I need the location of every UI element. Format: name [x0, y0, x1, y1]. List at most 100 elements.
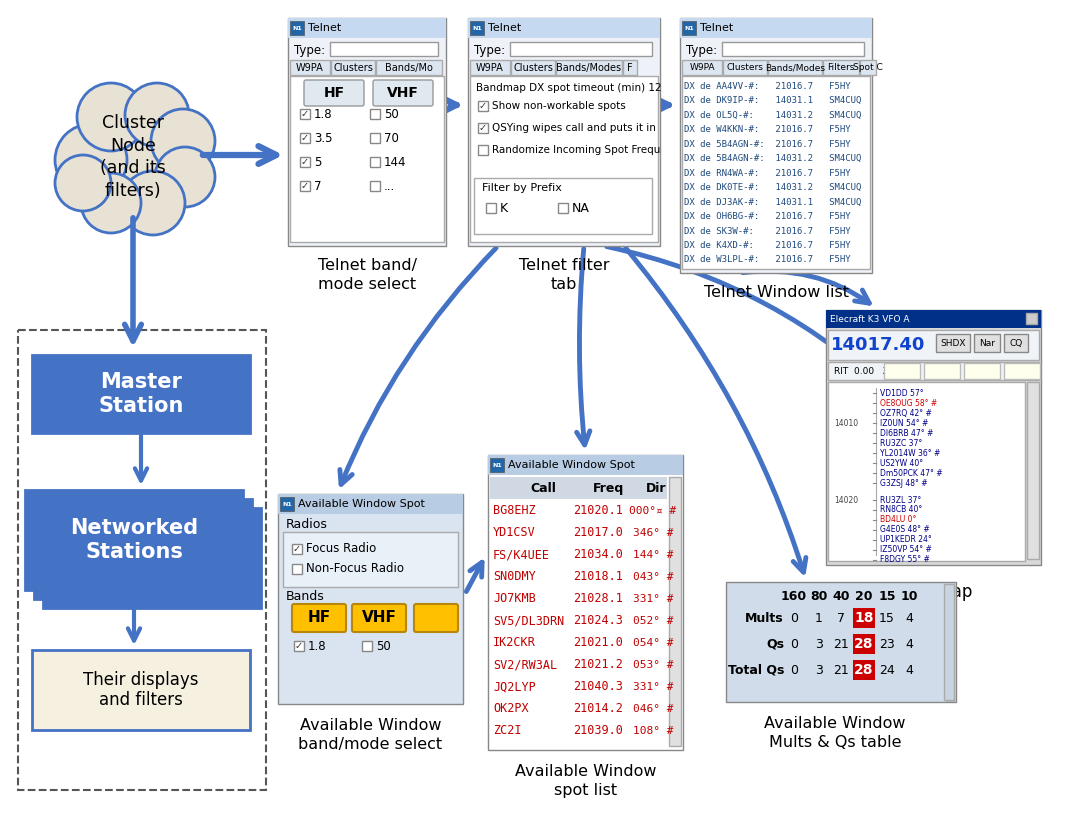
Text: 14010: 14010	[834, 418, 858, 427]
Circle shape	[81, 173, 141, 233]
Text: 21018.1: 21018.1	[573, 570, 623, 583]
Text: 144: 144	[384, 155, 407, 168]
Text: 21024.3: 21024.3	[573, 614, 623, 627]
Text: YD1CSV: YD1CSV	[493, 526, 535, 539]
Text: 3: 3	[815, 663, 823, 676]
Text: Master
Station: Master Station	[98, 373, 184, 416]
Text: DX de RN4WA-#:   21016.7   F5HY: DX de RN4WA-#: 21016.7 F5HY	[684, 168, 851, 177]
FancyBboxPatch shape	[1026, 313, 1037, 324]
FancyBboxPatch shape	[292, 604, 346, 632]
Text: 144° #: 144° #	[633, 550, 673, 560]
Text: Qs: Qs	[766, 637, 784, 650]
Text: CQ: CQ	[1010, 338, 1023, 347]
Text: Mults: Mults	[745, 611, 784, 624]
FancyBboxPatch shape	[853, 660, 875, 680]
FancyBboxPatch shape	[680, 18, 871, 273]
Text: SV2/RW3AL: SV2/RW3AL	[493, 659, 557, 672]
Text: 052° #: 052° #	[633, 616, 673, 626]
FancyBboxPatch shape	[556, 60, 622, 75]
Text: 23: 23	[879, 637, 894, 650]
Text: 14020: 14020	[834, 495, 858, 505]
Text: DX de DK9IP-#:   14031.1   SM4CUQ: DX de DK9IP-#: 14031.1 SM4CUQ	[684, 96, 862, 105]
FancyBboxPatch shape	[558, 203, 568, 213]
FancyBboxPatch shape	[468, 18, 660, 246]
Text: 000°¤ #: 000°¤ #	[629, 506, 677, 516]
Text: 21017.0: 21017.0	[573, 526, 623, 539]
Text: Cluster
Node
(and its
filters): Cluster Node (and its filters)	[100, 114, 165, 200]
Text: 50: 50	[384, 108, 398, 120]
FancyBboxPatch shape	[25, 490, 243, 590]
Text: 0: 0	[790, 637, 798, 650]
Text: ✓: ✓	[479, 101, 487, 111]
FancyBboxPatch shape	[828, 330, 1039, 360]
Text: 28: 28	[854, 663, 874, 677]
Text: HF: HF	[308, 610, 331, 626]
Text: ZC2I: ZC2I	[493, 725, 521, 738]
Circle shape	[77, 83, 145, 151]
Text: 4: 4	[905, 663, 913, 676]
FancyBboxPatch shape	[300, 157, 310, 167]
Text: RN8CB 40°: RN8CB 40°	[880, 506, 923, 515]
FancyBboxPatch shape	[1004, 363, 1040, 379]
Text: HF: HF	[323, 86, 345, 100]
Text: Radios: Radios	[286, 517, 327, 530]
Text: Total Qs: Total Qs	[728, 663, 784, 676]
FancyBboxPatch shape	[370, 109, 380, 119]
FancyBboxPatch shape	[474, 178, 652, 234]
Text: 054° #: 054° #	[633, 638, 673, 648]
FancyBboxPatch shape	[489, 455, 683, 750]
Text: K: K	[500, 202, 508, 215]
FancyBboxPatch shape	[415, 604, 458, 632]
FancyBboxPatch shape	[883, 363, 920, 379]
Text: Non-Focus Radio: Non-Focus Radio	[306, 562, 404, 575]
Text: N1: N1	[472, 25, 482, 30]
Circle shape	[125, 83, 189, 147]
FancyBboxPatch shape	[945, 696, 954, 701]
Text: SHDX: SHDX	[940, 338, 966, 347]
Text: Dir: Dir	[646, 481, 666, 494]
Text: ✓: ✓	[301, 157, 309, 167]
Text: DX de OH6BG-#:   21016.7   F5HY: DX de OH6BG-#: 21016.7 F5HY	[684, 212, 851, 221]
FancyBboxPatch shape	[768, 60, 823, 75]
Text: Randomize Incoming Spot Frequ: Randomize Incoming Spot Frequ	[492, 145, 660, 155]
FancyBboxPatch shape	[290, 21, 304, 35]
Text: Available Window
Mults & Qs table: Available Window Mults & Qs table	[764, 716, 905, 750]
Text: Type:: Type:	[687, 43, 717, 56]
Text: Bands/Modes: Bands/Modes	[556, 62, 621, 73]
Text: RU3ZL 37°: RU3ZL 37°	[880, 495, 922, 505]
Text: 21034.0: 21034.0	[573, 548, 623, 561]
FancyBboxPatch shape	[376, 60, 442, 75]
Text: 28: 28	[854, 637, 874, 651]
FancyBboxPatch shape	[373, 80, 433, 106]
FancyBboxPatch shape	[32, 650, 250, 730]
Text: W9PA: W9PA	[477, 62, 504, 73]
FancyBboxPatch shape	[1004, 334, 1028, 352]
Text: Focus Radio: Focus Radio	[306, 542, 376, 556]
Text: Telnet Window list: Telnet Window list	[704, 285, 849, 300]
Text: W9PA: W9PA	[690, 63, 715, 72]
FancyBboxPatch shape	[682, 60, 722, 75]
Text: Telnet: Telnet	[489, 23, 521, 33]
Text: Bands/Modes: Bands/Modes	[765, 63, 825, 72]
FancyBboxPatch shape	[279, 494, 463, 514]
FancyBboxPatch shape	[468, 18, 660, 38]
FancyBboxPatch shape	[331, 60, 375, 75]
Text: Call: Call	[530, 481, 556, 494]
Text: 21040.3: 21040.3	[573, 681, 623, 694]
FancyBboxPatch shape	[722, 42, 864, 56]
Text: Dm50PCK 47° #: Dm50PCK 47° #	[880, 468, 942, 477]
Text: BG8EHZ: BG8EHZ	[493, 505, 535, 517]
Text: 053° #: 053° #	[633, 660, 673, 670]
Text: 1: 1	[815, 611, 823, 624]
Text: IZ0UN 54° #: IZ0UN 54° #	[880, 418, 928, 427]
Text: 21039.0: 21039.0	[573, 725, 623, 738]
FancyBboxPatch shape	[288, 18, 446, 38]
Text: F8DGY 55° #: F8DGY 55° #	[880, 556, 930, 565]
Text: Bandmap DX spot timeout (min) 12: Bandmap DX spot timeout (min) 12	[477, 83, 662, 93]
FancyBboxPatch shape	[511, 60, 555, 75]
Text: DX de DK0TE-#:   14031.2   SM4CUQ: DX de DK0TE-#: 14031.2 SM4CUQ	[684, 183, 862, 192]
Text: VHF: VHF	[361, 610, 396, 626]
Text: 21014.2: 21014.2	[573, 703, 623, 716]
FancyBboxPatch shape	[32, 355, 250, 433]
FancyBboxPatch shape	[853, 608, 875, 628]
